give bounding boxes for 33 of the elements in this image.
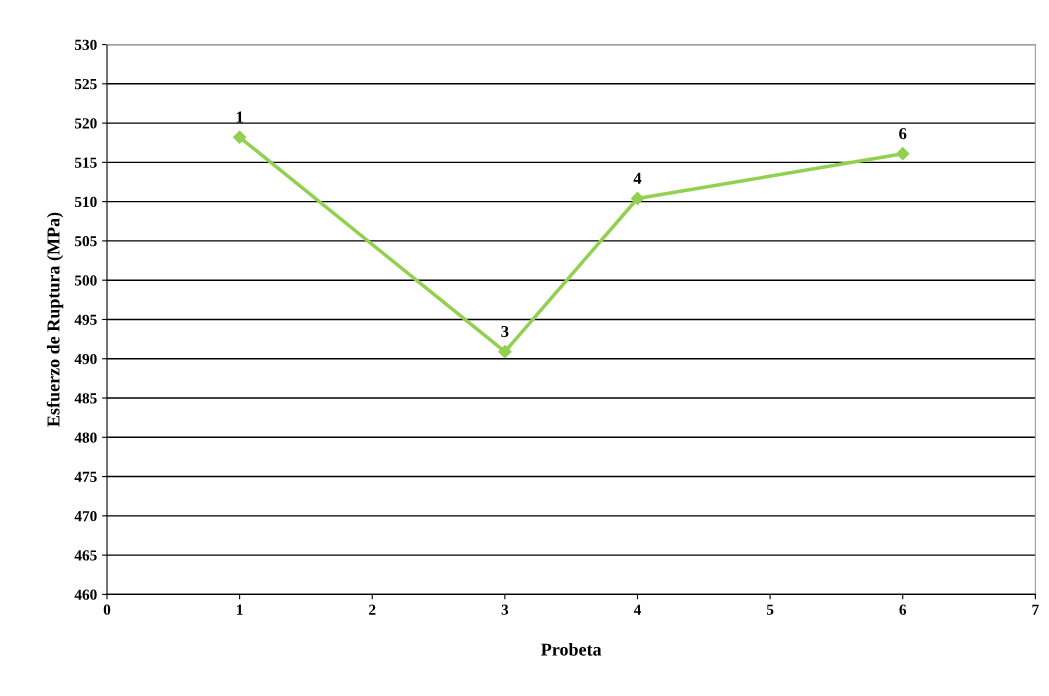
annotation: 3 [501, 325, 509, 338]
y-tick-label: 500 [74, 275, 97, 286]
y-tick-label: 525 [74, 79, 97, 90]
x-tick-label: 4 [633, 604, 642, 615]
x-tick-label: 0 [103, 604, 111, 615]
y-tick-label: 520 [74, 118, 97, 129]
y-tick-label: 460 [74, 589, 97, 600]
annotation: 4 [633, 172, 642, 184]
y-tick-label: 505 [74, 236, 97, 247]
x-tick-label: 1 [237, 604, 243, 615]
y-tick-label: 475 [74, 471, 97, 483]
x-tick-label: 6 [899, 604, 907, 615]
annotation: 6 [899, 128, 907, 140]
y-tick-label: 470 [74, 510, 97, 522]
y-tick-label: 485 [74, 393, 97, 404]
x-axis-title: Probeta [541, 642, 602, 656]
y-axis-title: Esfuerzo de Ruptura (MPa) [46, 212, 64, 427]
point [896, 147, 910, 161]
x-tick-label: 3 [501, 604, 509, 615]
point [630, 191, 645, 206]
y-tick-label: 515 [74, 157, 97, 168]
x-tick-label: 2 [369, 604, 376, 615]
x-tick-label: 7 [1032, 604, 1039, 615]
y-tick-label: 530 [74, 39, 97, 50]
y-tick-label: 465 [74, 550, 97, 561]
y-tick-label: 480 [74, 432, 97, 443]
point [498, 345, 512, 359]
y-tick-label: 490 [74, 353, 97, 365]
y-tick-label: 510 [74, 196, 97, 208]
annotation: 1 [236, 111, 243, 123]
y-tick-label: 495 [74, 314, 97, 325]
x-tick-label: 5 [766, 604, 774, 615]
point [233, 130, 247, 144]
